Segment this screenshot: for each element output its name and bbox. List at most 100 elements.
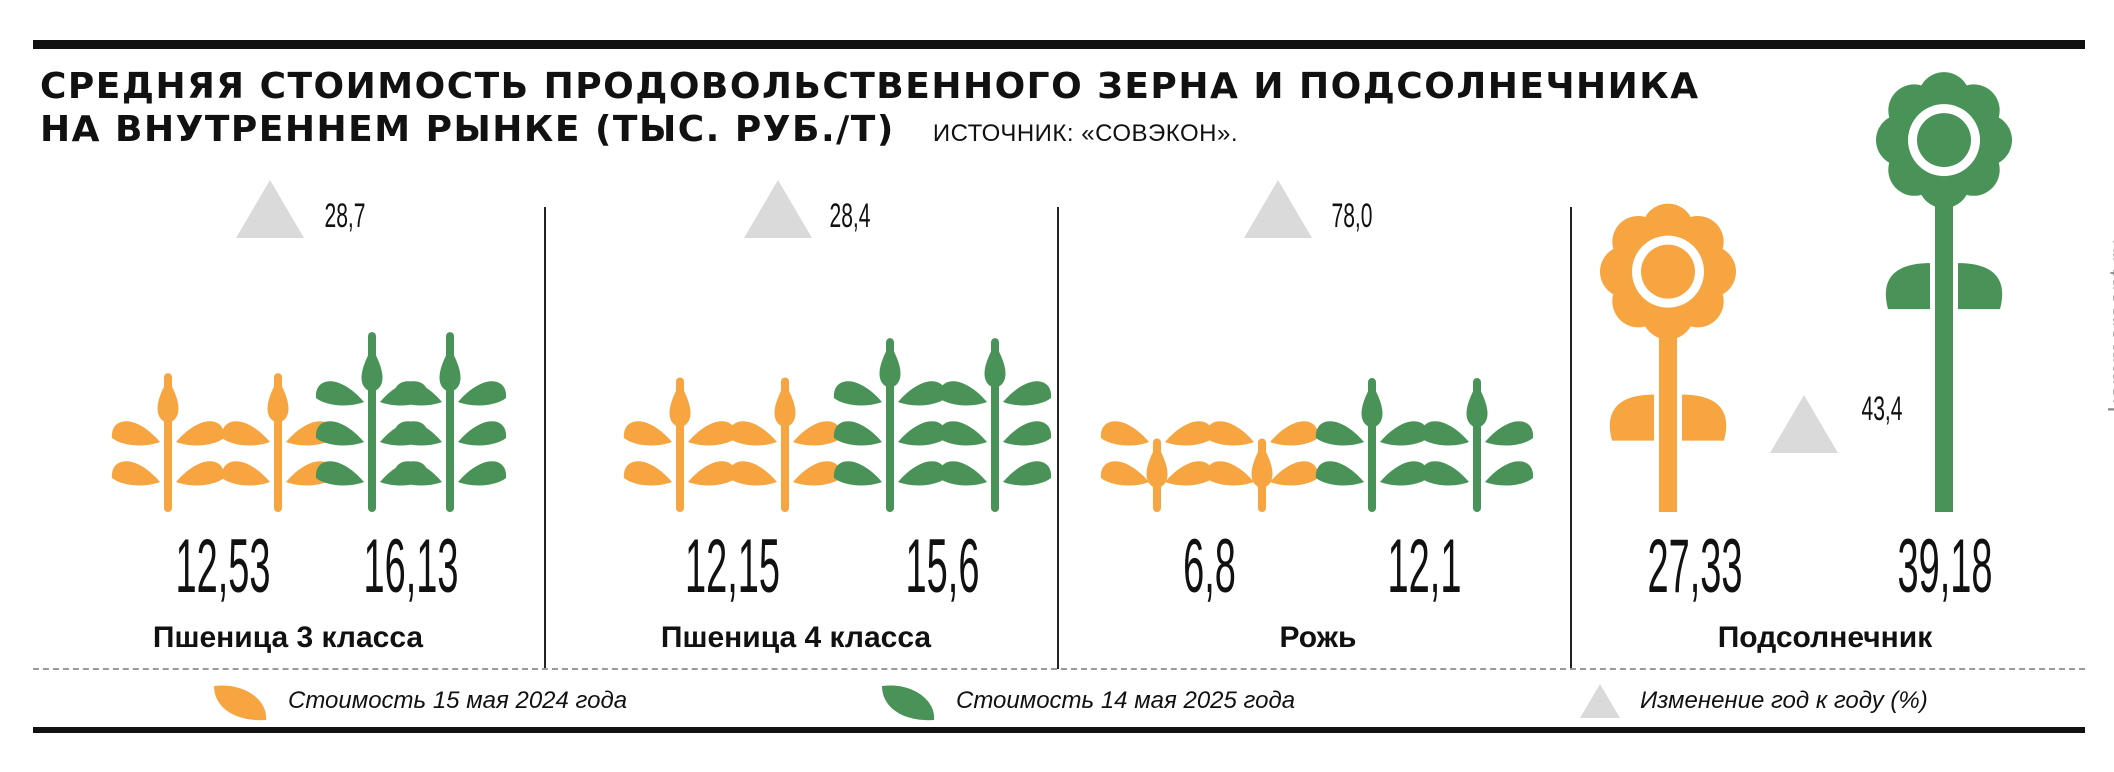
wheat-grain-left [833,461,882,486]
value-label-2024: 27,33 [1647,524,1742,609]
legend-item-2025: Стоимость 14 мая 2025 года [878,678,1295,724]
wheat-kernel [984,344,1006,389]
wheat-grain-left [728,421,777,446]
wheat-icon [393,332,507,512]
title-line-1: СРЕДНЯЯ СТОИМОСТЬ ПРОДОВОЛЬСТВЕННОГО ЗЕР… [40,66,1700,107]
wheat-grain-right [458,421,507,446]
wheat-kernel [1361,384,1383,429]
wheat-grain-left [111,421,160,446]
wheat-kernel [879,344,901,389]
category-label: Пшеница 3 класса [153,621,424,654]
wheat-grain-right [1270,461,1319,486]
wheat-grain-left [393,421,442,446]
wheat-grain-right [458,461,507,486]
wheat-icon [1205,421,1319,512]
wheat-grain-left [833,381,882,406]
top-rule [33,40,2085,49]
wheat-grain-left [315,421,364,446]
wheat-grain-right [1485,461,1534,486]
wheat-grain-right [1270,421,1319,446]
legend-divider [33,668,2085,670]
wheat-grain-left [623,421,672,446]
wheat-grain-right [1165,421,1214,446]
wheat-kernel [361,348,383,393]
value-label-2025: 39,18 [1897,524,1992,609]
change-label: 78,0 [1332,196,1373,234]
wheat-grain-left [728,461,777,486]
sunflower-leaf-right [1682,394,1727,441]
wheat-kernel [267,379,289,424]
wheat-grain-right [1003,461,1052,486]
sunflower-stem [1935,160,1953,513]
value-label-2024: 12,15 [685,524,780,609]
wheat-grain-left [393,461,442,486]
wheat-grain-right [1003,421,1052,446]
column-divider [1057,207,1059,669]
triangle-icon [1580,684,1620,718]
wheat-grain-right [793,421,842,446]
wheat-kernel [1251,444,1273,489]
wheat-grain-left [1100,461,1149,486]
wheat-grain-right [898,461,947,486]
wheat-grain-left [938,461,987,486]
wheat-grain-right [1165,461,1214,486]
wheat-grain-left [393,381,442,406]
wheat-grain-right [176,421,225,446]
wheat-grain-left [1205,421,1254,446]
change-triangle [1770,395,1838,453]
change-label: 43,4 [1862,389,1903,427]
wheat-grain-right [1380,421,1429,446]
wheat-grain-left [938,421,987,446]
green-leaf-icon [882,685,935,721]
value-label-2024: 6,8 [1183,524,1236,609]
wheat-kernel [157,379,179,424]
category-label: Подсолнечник [1718,621,1933,654]
column-divider [1570,207,1572,669]
wheat-icon [111,373,225,512]
value-label-2025: 15,6 [906,524,980,609]
value-label-2025: 12,1 [1388,524,1462,609]
legend-label-2024: Стоимость 15 мая 2024 года [288,687,628,714]
sunflower-stem [1659,291,1677,512]
wheat-grain-right [1003,381,1052,406]
wheat-icon [623,377,737,512]
change-triangle [744,180,812,238]
orange-leaf-icon [214,685,267,721]
wheat-grain-right [1485,421,1534,446]
category-label: Рожь [1280,621,1357,654]
wheat-grain-right [793,461,842,486]
sunflower-leaf-left [1885,263,1930,310]
wheat-grain-left [315,461,364,486]
wheat-grain-right [688,421,737,446]
wheat-icon [1100,421,1214,512]
sunflower-leaf-right [1958,263,2003,310]
category-label: Пшеница 4 класса [661,621,932,654]
wheat-grain-left [315,381,364,406]
bottom-rule [33,727,2085,733]
sunflower-leaf-left [1609,394,1654,441]
legend-label-change: Изменение год к году (%) [1640,687,1928,714]
wheat-kernel [1466,384,1488,429]
wheat-kernel [669,383,691,428]
sunflower-icon [1876,72,2012,513]
wheat-kernel [774,383,796,428]
wheat-grain-left [1420,461,1469,486]
wheat-icon [1420,378,1534,512]
source-note: ИСТОЧНИК: «СОВЭКОН». [932,120,1239,147]
wheat-grain-right [898,421,947,446]
wheat-grain-right [688,461,737,486]
value-label-2024: 12,53 [175,524,270,609]
wheat-grain-right [458,381,507,406]
sunflower-core [1917,113,1971,168]
wheat-kernel [1146,444,1168,489]
wheat-kernel [439,348,461,393]
wheat-grain-left [111,461,160,486]
wheat-grain-left [1315,461,1364,486]
wheat-grain-left [833,421,882,446]
legend-item-change: Изменение год к году (%) [1578,678,1928,724]
sunflower-core [1641,244,1695,299]
change-triangle [1244,180,1312,238]
sunflower-icon [1600,203,1736,512]
column-divider [544,207,546,669]
